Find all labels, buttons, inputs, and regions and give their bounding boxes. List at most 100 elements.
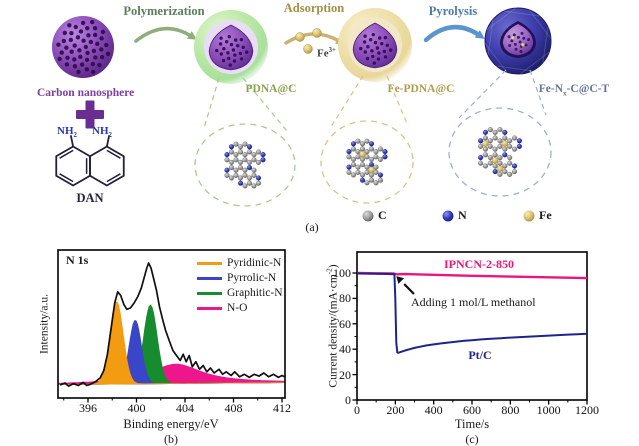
nitrogen-atom bbox=[346, 149, 352, 155]
ca-x-tick-label: 200 bbox=[386, 403, 405, 417]
fe-ion-ball bbox=[312, 28, 322, 38]
legend-entry: Graphitic-N bbox=[197, 286, 283, 301]
fe-ion-ball bbox=[303, 44, 313, 54]
carbon-atom bbox=[482, 135, 489, 141]
carbon-atom bbox=[487, 155, 493, 161]
carbon-atom bbox=[359, 141, 366, 147]
nitrogen-atom bbox=[237, 180, 244, 186]
carbon-nanosphere-graphic bbox=[56, 19, 111, 75]
legend-line-no bbox=[197, 307, 222, 310]
xps-envelope-curve bbox=[59, 262, 285, 387]
carbon-atom bbox=[492, 135, 498, 141]
carbon-atom bbox=[507, 138, 513, 144]
nitrogen-atom bbox=[502, 152, 508, 158]
nitrogen-atom bbox=[492, 169, 498, 175]
ca-x-tick-label: 0 bbox=[354, 403, 360, 417]
fe-ion-label: Fe3+ bbox=[317, 47, 336, 60]
legend-line-pyridinic bbox=[197, 262, 222, 265]
nitrogen-atom bbox=[502, 129, 508, 135]
dan-molecule-label: DAN bbox=[76, 191, 104, 205]
xps-x-tick-label: 404 bbox=[176, 401, 194, 415]
fe-atom bbox=[359, 150, 366, 158]
carbon-atom bbox=[511, 135, 518, 141]
nitrogen-atom bbox=[228, 144, 235, 150]
carbon-atom bbox=[373, 164, 379, 170]
carbon-atom bbox=[507, 155, 513, 161]
nitrogen-atom bbox=[224, 152, 230, 158]
xps-region-title: N 1s bbox=[66, 253, 89, 267]
carbon-atom bbox=[255, 180, 262, 186]
carbon-atom bbox=[237, 144, 244, 150]
xps-x-tick-label: 408 bbox=[224, 401, 243, 415]
xps-y-axis-label: Intensity/a.u. bbox=[38, 293, 51, 355]
amine-group-label-right: NH2 bbox=[92, 125, 112, 140]
pyrolysis-arrow-label: Pyrolysis bbox=[428, 4, 478, 18]
nitrogen-atom bbox=[260, 152, 266, 158]
series-line-Pt/C bbox=[356, 272, 588, 354]
carbon-atom bbox=[355, 149, 361, 155]
nitrogen-atom bbox=[478, 155, 484, 161]
carbon-atom bbox=[497, 143, 503, 149]
ca-y-tick-label: 20 bbox=[339, 367, 351, 382]
legend-ball-c bbox=[362, 210, 374, 222]
carbon-atom bbox=[482, 163, 489, 169]
xps-spectrum bbox=[57, 249, 286, 403]
carbon-nitrogen-cluster bbox=[224, 141, 266, 189]
carbon-atom bbox=[251, 172, 257, 178]
fitted-peak-N-O bbox=[58, 363, 286, 385]
carbon-atom bbox=[487, 138, 493, 144]
nitrogen-atom bbox=[246, 144, 253, 150]
nitrogen-atom bbox=[377, 172, 384, 178]
carbon-atom bbox=[233, 172, 239, 178]
carbon-atom bbox=[233, 152, 239, 158]
ca-x-tick-label: 400 bbox=[424, 403, 443, 417]
carbon-atom bbox=[246, 180, 253, 186]
xps-x-tick-label: 396 bbox=[79, 401, 97, 415]
ca-x-tick-label: 1200 bbox=[575, 403, 599, 417]
carbon-atom bbox=[350, 172, 357, 178]
xps-x-axis-label: Binding energy/eV bbox=[123, 417, 219, 431]
nitrogen-atom bbox=[346, 164, 352, 170]
carbon-atom bbox=[478, 143, 484, 149]
carbon-atom bbox=[507, 171, 513, 177]
carbon-nitrogen-cluster bbox=[346, 138, 388, 186]
carbon-atom bbox=[242, 157, 248, 163]
carbon-atom bbox=[487, 143, 493, 149]
carbon-atom bbox=[237, 149, 244, 155]
carbon-atom bbox=[359, 156, 366, 162]
carbon-atom bbox=[507, 160, 513, 166]
carbon-atom bbox=[246, 149, 253, 155]
carbon-atom bbox=[497, 160, 503, 166]
carbon-atom bbox=[355, 138, 361, 144]
ptc-series-label: Pt/C bbox=[468, 348, 492, 362]
carbon-atom bbox=[350, 146, 357, 152]
plus-icon bbox=[76, 100, 104, 129]
nitrogen-atom bbox=[516, 138, 522, 144]
ca-y-tick-label: 0 bbox=[345, 393, 351, 407]
carbon-atom bbox=[251, 157, 257, 163]
nitrogen-atom bbox=[382, 149, 388, 155]
ca-x-tick-label: 600 bbox=[463, 403, 481, 417]
carbon-atom bbox=[364, 149, 370, 155]
atom-legend-n-label: N bbox=[458, 208, 467, 222]
carbon-atom bbox=[497, 155, 503, 161]
nitrogen-atom bbox=[511, 163, 518, 169]
carbon-atom bbox=[346, 169, 352, 175]
carbon-atom bbox=[233, 157, 239, 163]
carbon-atom bbox=[237, 175, 244, 181]
carbon-atom bbox=[368, 146, 375, 152]
carbon-atom bbox=[507, 143, 513, 149]
carbon-atom bbox=[373, 180, 379, 186]
carbon-atom bbox=[482, 146, 489, 152]
carbon-atom bbox=[502, 169, 508, 175]
nitrogen-atom bbox=[359, 177, 366, 183]
ca-x-tick-label: 800 bbox=[501, 403, 520, 417]
adsorption-arrow-label: Adsorption bbox=[283, 1, 345, 15]
carbon-atom bbox=[246, 175, 253, 181]
carbon-atom bbox=[237, 165, 244, 171]
nitrogen-atom bbox=[482, 129, 489, 135]
amine-group-label-left: NH2 bbox=[57, 125, 77, 140]
fitted-peak-Pyridinic-N bbox=[58, 301, 286, 385]
carbon-atom bbox=[242, 167, 248, 173]
